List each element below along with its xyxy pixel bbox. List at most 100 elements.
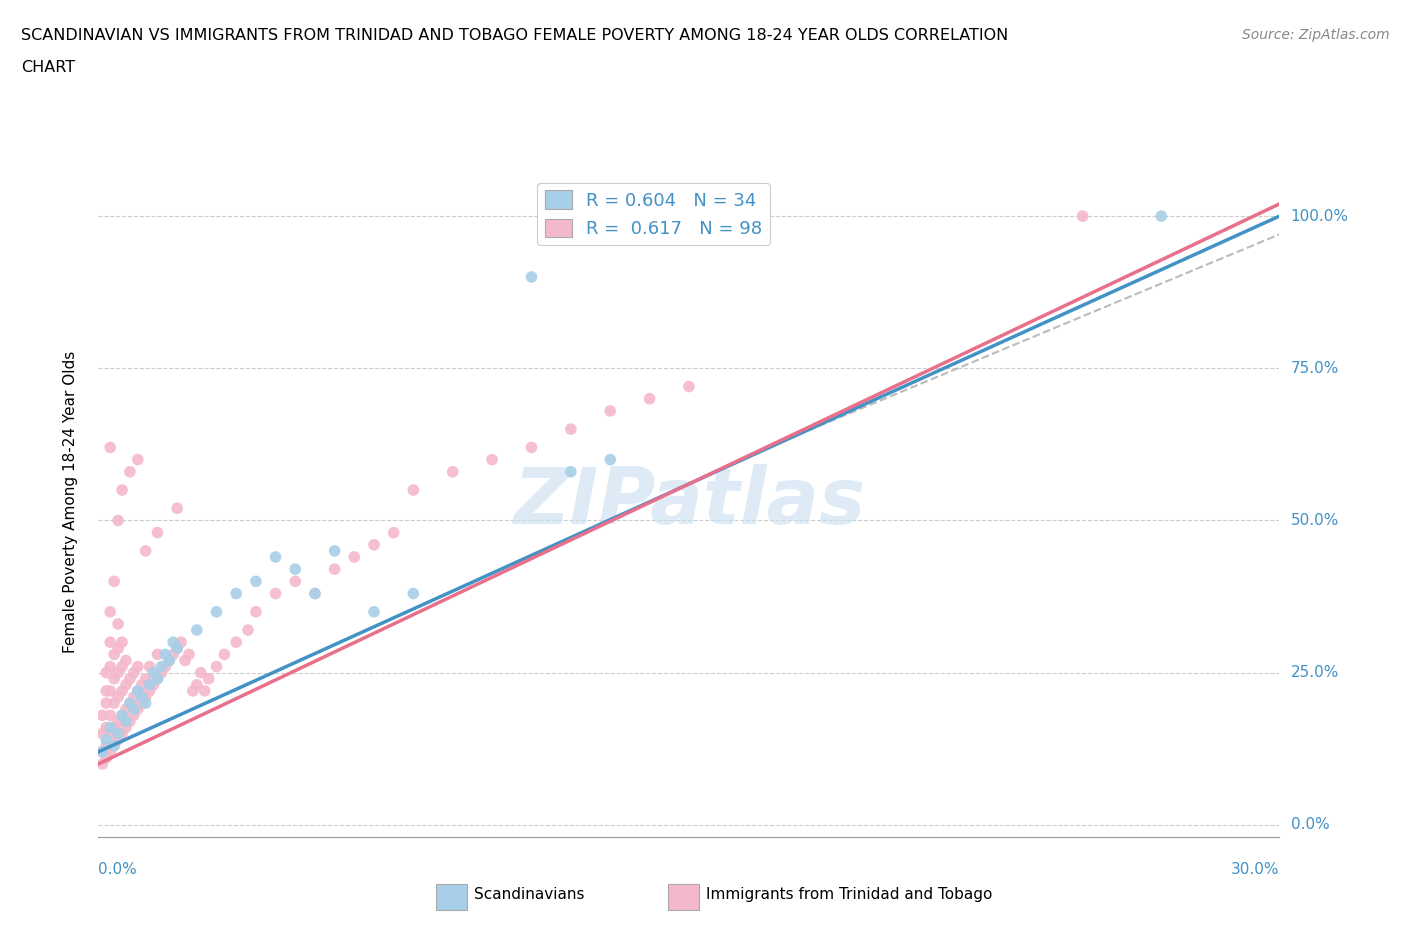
Text: 50.0%: 50.0% <box>1291 513 1339 528</box>
Point <box>103 720 125 735</box>
Point <box>111 483 134 498</box>
Point <box>142 665 165 680</box>
Point <box>115 653 138 668</box>
Point <box>103 671 125 686</box>
Point <box>138 677 160 692</box>
Point <box>122 689 145 704</box>
Point <box>170 635 193 650</box>
Point <box>122 665 145 680</box>
Point <box>245 604 267 619</box>
Point <box>131 696 153 711</box>
Point <box>107 732 129 747</box>
Point <box>111 726 134 741</box>
Point <box>91 756 114 771</box>
Point <box>481 452 503 467</box>
Point <box>560 464 582 479</box>
Point <box>107 665 129 680</box>
Point <box>363 538 385 552</box>
Point <box>111 684 134 698</box>
Point <box>103 738 125 753</box>
Point <box>91 708 114 723</box>
Point <box>91 744 114 759</box>
Point <box>520 270 543 285</box>
Point <box>103 696 125 711</box>
Text: 30.0%: 30.0% <box>1232 862 1279 877</box>
Point <box>214 647 236 662</box>
Point <box>304 586 326 601</box>
Point <box>166 501 188 516</box>
Point <box>98 659 121 674</box>
Point <box>1150 208 1173 223</box>
Point <box>115 720 138 735</box>
Point <box>155 647 177 662</box>
Point <box>343 550 366 565</box>
Point <box>520 440 543 455</box>
Point <box>118 696 141 711</box>
Point <box>284 574 307 589</box>
Point <box>111 659 134 674</box>
Point <box>107 641 129 656</box>
Point <box>284 562 307 577</box>
Point <box>441 464 464 479</box>
Point <box>118 714 141 729</box>
Point <box>98 635 121 650</box>
Text: 100.0%: 100.0% <box>1291 208 1348 223</box>
Point <box>225 635 247 650</box>
Point <box>107 689 129 704</box>
Point <box>157 653 180 668</box>
Point <box>402 483 425 498</box>
Y-axis label: Female Poverty Among 18-24 Year Olds: Female Poverty Among 18-24 Year Olds <box>63 352 77 654</box>
Point <box>678 379 700 394</box>
Point <box>150 665 173 680</box>
Point <box>177 647 200 662</box>
Point <box>91 744 114 759</box>
Point <box>264 586 287 601</box>
Point <box>96 732 118 747</box>
Point <box>131 689 153 704</box>
Point <box>96 684 118 698</box>
Point <box>98 744 121 759</box>
Point <box>96 696 118 711</box>
Point <box>103 738 125 753</box>
Point <box>236 622 259 637</box>
Point <box>115 714 138 729</box>
Point <box>118 464 141 479</box>
Legend: R = 0.604   N = 34, R =  0.617   N = 98: R = 0.604 N = 34, R = 0.617 N = 98 <box>537 183 769 246</box>
Point <box>166 641 188 656</box>
Point <box>146 671 169 686</box>
Point <box>98 684 121 698</box>
Text: Scandinavians: Scandinavians <box>474 887 585 902</box>
Point <box>638 392 661 406</box>
Point <box>98 726 121 741</box>
Point <box>155 659 177 674</box>
Point <box>146 525 169 540</box>
Point <box>157 653 180 668</box>
Point <box>135 671 157 686</box>
Point <box>103 574 125 589</box>
Point <box>402 586 425 601</box>
Point <box>115 677 138 692</box>
Point <box>122 708 145 723</box>
Point <box>118 671 141 686</box>
Point <box>323 562 346 577</box>
Point <box>205 659 228 674</box>
Point <box>91 726 114 741</box>
Point <box>127 702 149 717</box>
Point <box>135 696 157 711</box>
Point <box>186 622 208 637</box>
Point <box>98 720 121 735</box>
Point <box>245 574 267 589</box>
Point <box>599 452 621 467</box>
Text: Immigrants from Trinidad and Tobago: Immigrants from Trinidad and Tobago <box>706 887 993 902</box>
Point <box>174 653 197 668</box>
Point <box>363 604 385 619</box>
Point <box>323 543 346 558</box>
Point <box>304 586 326 601</box>
Point <box>107 726 129 741</box>
Point <box>98 440 121 455</box>
Point <box>181 684 204 698</box>
Point <box>162 635 184 650</box>
Point <box>98 708 121 723</box>
Point <box>264 550 287 565</box>
Point <box>118 696 141 711</box>
